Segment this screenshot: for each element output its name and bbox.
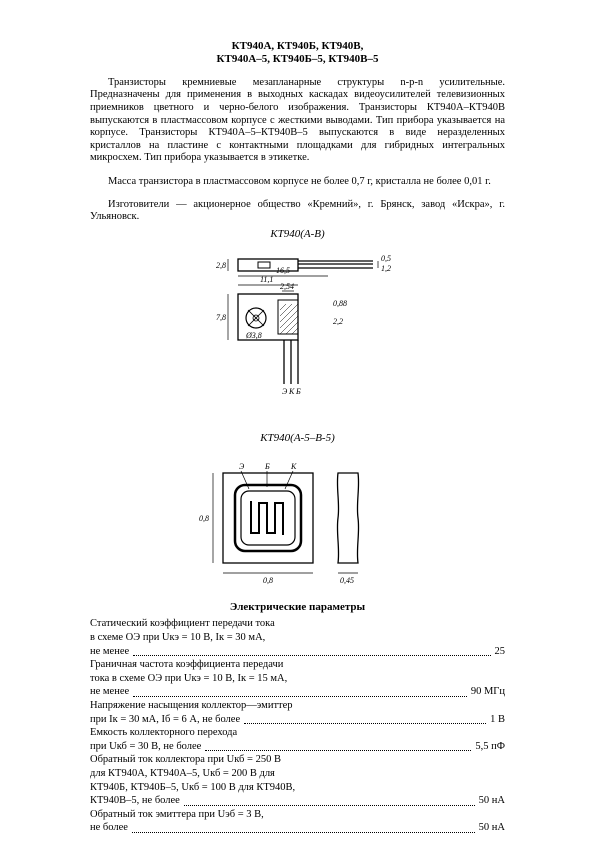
param-dots (132, 832, 475, 833)
param-dots (244, 723, 486, 724)
svg-text:2,8: 2,8 (216, 261, 226, 270)
param-value: 5,5 пФ (475, 741, 505, 754)
param-value: 1 В (490, 714, 505, 727)
svg-text:1,2: 1,2 (381, 264, 391, 273)
param-label: в схеме ОЭ при Uкэ = 10 В, Iк = 30 мА, (90, 632, 265, 645)
svg-text:0,8: 0,8 (199, 514, 209, 523)
param-row: для КТ940А, КТ940А–5, Uкб = 200 В для (90, 768, 505, 781)
params-title: Электрические параметры (90, 601, 505, 614)
param-row: КТ940Б, КТ940Б–5, Uкб = 100 В для КТ940В… (90, 782, 505, 795)
param-label: не более (90, 822, 128, 835)
param-label: при Uкб = 30 В, не более (90, 741, 201, 754)
param-row: в схеме ОЭ при Uкэ = 10 В, Iк = 30 мА, (90, 632, 505, 645)
param-value: 50 нА (479, 795, 505, 808)
svg-text:0,45: 0,45 (340, 576, 354, 585)
param-row: тока в схеме ОЭ при Uкэ = 10 В, Iк = 15 … (90, 673, 505, 686)
param-label: КТ940В–5, не более (90, 795, 180, 808)
paragraph-2: Масса транзистора в пластмассовом корпус… (90, 176, 505, 189)
param-label: КТ940Б, КТ940Б–5, Uкб = 100 В для КТ940В… (90, 782, 295, 795)
svg-text:2,2: 2,2 (333, 317, 343, 326)
param-row: Статический коэффициент передачи тока (90, 618, 505, 631)
svg-text:2,54: 2,54 (280, 282, 294, 291)
param-row: при Uкб = 30 В, не более 5,5 пФ (90, 741, 505, 754)
param-label: Обратный ток эмиттера при Uэб = 3 В, (90, 809, 264, 822)
svg-text:К: К (288, 387, 295, 396)
param-row: Емкость коллекторного перехода (90, 727, 505, 740)
title-line-1: КТ940А, КТ940Б, КТ940В, (90, 40, 505, 53)
param-value: 50 нА (479, 822, 505, 835)
param-label: для КТ940А, КТ940А–5, Uкб = 200 В для (90, 768, 275, 781)
param-label: Статический коэффициент передачи тока (90, 618, 275, 631)
param-row: при Iк = 30 мА, Iб = 6 А, не более 1 В (90, 714, 505, 727)
svg-text:Б: Б (295, 387, 301, 396)
datasheet-page: КТ940А, КТ940Б, КТ940В, КТ940А–5, КТ940Б… (0, 0, 595, 866)
package-diagram-1: 2,8 0,5 1,2 Ø3,8 (90, 249, 505, 424)
svg-text:0,5: 0,5 (381, 254, 391, 263)
param-row: Обратный ток эмиттера при Uэб = 3 В, (90, 809, 505, 822)
svg-text:Ø3,8: Ø3,8 (245, 331, 262, 340)
svg-text:7,8: 7,8 (216, 313, 226, 322)
param-row: КТ940В–5, не более 50 нА (90, 795, 505, 808)
package-diagram-2: Э Б К 0,8 0,8 0,45 (90, 453, 505, 593)
param-row: Напряжение насыщения коллектор—эмиттер (90, 700, 505, 713)
param-label: не менее (90, 686, 129, 699)
svg-text:16,5: 16,5 (276, 266, 290, 275)
title-block: КТ940А, КТ940Б, КТ940В, КТ940А–5, КТ940Б… (90, 40, 505, 66)
param-dots (205, 750, 471, 751)
diagram-2-label: КТ940(А-5–В-5) (90, 432, 505, 445)
svg-text:К: К (290, 462, 297, 471)
param-label: при Iк = 30 мА, Iб = 6 А, не более (90, 714, 240, 727)
params-list: Статический коэффициент передачи токав с… (90, 618, 505, 835)
param-dots (133, 655, 490, 656)
param-label: Емкость коллекторного перехода (90, 727, 237, 740)
param-value: 90 МГц (471, 686, 505, 699)
param-label: Напряжение насыщения коллектор—эмиттер (90, 700, 293, 713)
param-label: Граничная частота коэффициента передачи (90, 659, 283, 672)
param-row: Граничная частота коэффициента передачи (90, 659, 505, 672)
svg-text:Э: Э (282, 387, 288, 396)
param-label: тока в схеме ОЭ при Uкэ = 10 В, Iк = 15 … (90, 673, 287, 686)
svg-text:11,1: 11,1 (260, 275, 273, 284)
param-dots (133, 696, 467, 697)
param-row: Обратный ток коллектора при Uкб = 250 В (90, 754, 505, 767)
diagram-1-label: КТ940(А-В) (90, 228, 505, 241)
title-line-2: КТ940А–5, КТ940Б–5, КТ940В–5 (90, 53, 505, 66)
param-row: не менее 90 МГц (90, 686, 505, 699)
paragraph-3: Изготовители — акционерное общество «Кре… (90, 199, 505, 224)
param-value: 25 (495, 646, 506, 659)
param-row: не более 50 нА (90, 822, 505, 835)
paragraph-1: Транзисторы кремниевые мезапланарные стр… (90, 77, 505, 165)
param-label: Обратный ток коллектора при Uкб = 250 В (90, 754, 281, 767)
param-dots (184, 805, 475, 806)
param-row: не менее 25 (90, 646, 505, 659)
svg-text:Э: Э (239, 462, 245, 471)
svg-text:0,88: 0,88 (333, 299, 347, 308)
param-label: не менее (90, 646, 129, 659)
svg-text:0,8: 0,8 (263, 576, 273, 585)
svg-text:Б: Б (264, 462, 270, 471)
